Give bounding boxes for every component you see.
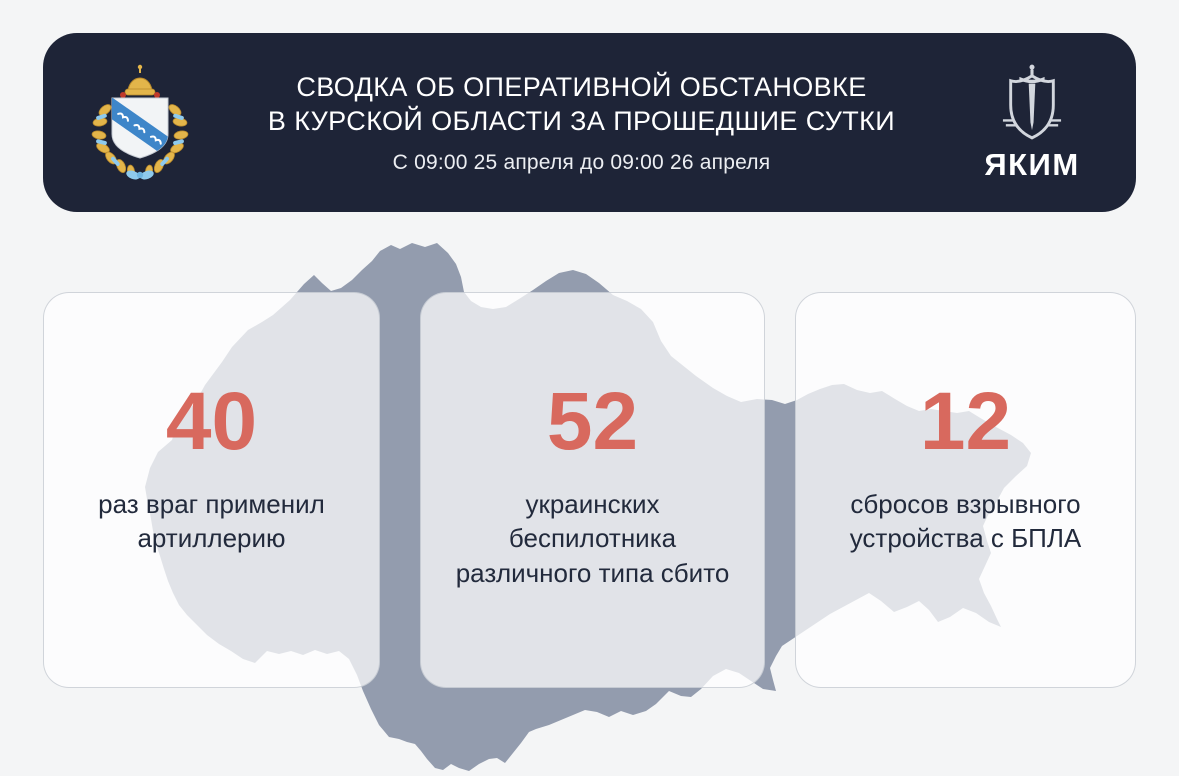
stat-label: сбросов взрывного устройства с БПЛА — [849, 489, 1082, 554]
stat-card-uav-drops: 12 сбросов взрывного устройства с БПЛА — [795, 292, 1136, 688]
header-subtitle: С 09:00 25 апреля до 09:00 26 апреля — [392, 151, 771, 175]
yakim-logo-text: ЯКИМ — [984, 147, 1080, 182]
shield-sword-icon — [1002, 64, 1062, 140]
stat-card-artillery: 40 раз враг применил артиллерию — [43, 292, 380, 688]
kursk-coat-of-arms-icon — [91, 64, 189, 179]
header-title-line2: В КУРСКОЙ ОБЛАСТИ ЗА ПРОШЕДШИЕ СУТКИ — [267, 106, 896, 136]
header-title-line1: СВОДКА ОБ ОПЕРАТИВНОЙ ОБСТАНОВКЕ — [296, 71, 867, 102]
stat-label: украинских беспилотника различного типа … — [455, 489, 730, 588]
header-title-block: СВОДКА ОБ ОПЕРАТИВНОЙ ОБСТАНОВКЕ В КУРСК… — [193, 70, 970, 175]
yakim-logo: ЯКИМ — [970, 62, 1094, 183]
wreath — [91, 103, 189, 179]
stat-card-drones: 52 украинских беспилотника различного ти… — [420, 292, 765, 688]
crown — [120, 64, 160, 98]
header-banner: СВОДКА ОБ ОПЕРАТИВНОЙ ОБСТАНОВКЕ В КУРСК… — [43, 33, 1136, 212]
stat-value: 52 — [546, 376, 639, 467]
stat-value: 40 — [165, 376, 258, 467]
stat-value: 12 — [919, 376, 1012, 467]
stat-label: раз враг применил артиллерию — [98, 489, 325, 554]
